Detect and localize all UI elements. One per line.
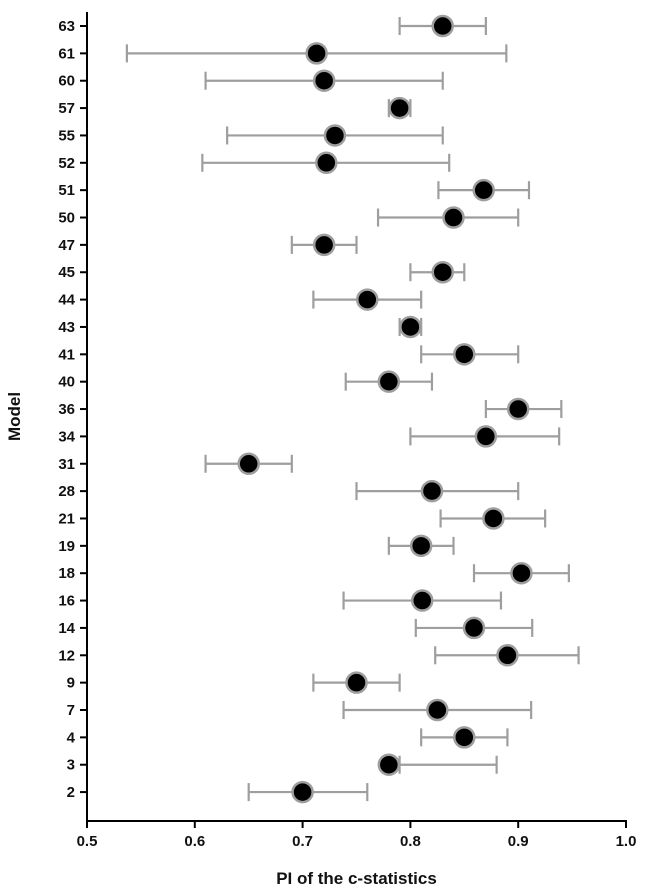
point-model-3 bbox=[377, 753, 401, 776]
point-model-18 bbox=[510, 561, 533, 585]
y-tick-label: 50 bbox=[58, 210, 75, 227]
y-tick-label: 40 bbox=[58, 374, 75, 391]
y-tick-label: 44 bbox=[58, 292, 75, 309]
y-tick-label: 18 bbox=[58, 565, 75, 582]
x-tick-label: 1.0 bbox=[616, 833, 637, 850]
y-tick-label: 61 bbox=[58, 45, 75, 62]
point-model-44 bbox=[356, 288, 379, 311]
point-model-34 bbox=[474, 425, 498, 448]
x-tick-label: 0.5 bbox=[77, 833, 98, 850]
y-tick-label: 34 bbox=[58, 428, 75, 445]
y-tick-label: 36 bbox=[58, 401, 75, 418]
x-tick-label: 0.6 bbox=[184, 833, 205, 850]
y-tick-label: 51 bbox=[58, 182, 75, 199]
x-tick-label: 0.7 bbox=[292, 833, 313, 850]
point-model-40 bbox=[377, 370, 401, 393]
y-tick-label: 12 bbox=[58, 647, 75, 664]
point-model-45 bbox=[431, 260, 454, 284]
point-model-4 bbox=[453, 726, 476, 749]
point-model-61 bbox=[305, 42, 328, 65]
y-tick-label: 21 bbox=[58, 510, 75, 527]
y-tick-label: 19 bbox=[58, 538, 75, 555]
point-model-19 bbox=[409, 534, 433, 558]
y-tick-label: 41 bbox=[58, 346, 75, 363]
point-model-55 bbox=[323, 124, 347, 147]
x-axis-ticks: 0.5 0.6 0.7 0.8 0.9 1.0 bbox=[77, 821, 637, 850]
y-tick-label: 55 bbox=[58, 127, 75, 144]
point-model-14 bbox=[462, 616, 486, 640]
y-tick-label: 4 bbox=[67, 729, 76, 746]
point-model-47 bbox=[312, 233, 336, 257]
y-tick-label: 45 bbox=[58, 264, 75, 281]
y-tick-label: 16 bbox=[58, 593, 75, 610]
y-tick-label: 63 bbox=[58, 18, 75, 35]
point-model-43 bbox=[399, 315, 422, 339]
point-model-52 bbox=[315, 151, 338, 175]
y-axis-title: Model bbox=[5, 392, 24, 441]
y-tick-label: 28 bbox=[58, 483, 75, 500]
point-model-41 bbox=[453, 343, 476, 366]
y-tick-label: 9 bbox=[67, 675, 75, 692]
x-tick-label: 0.8 bbox=[400, 833, 421, 850]
point-model-7 bbox=[426, 698, 449, 722]
point-model-2 bbox=[291, 780, 314, 804]
point-model-12 bbox=[496, 644, 519, 667]
y-tick-label: 3 bbox=[67, 757, 75, 774]
y-tick-label: 2 bbox=[67, 784, 75, 801]
point-model-16 bbox=[411, 589, 434, 612]
point-model-36 bbox=[506, 397, 530, 421]
y-tick-label: 60 bbox=[58, 73, 75, 90]
y-tick-label: 31 bbox=[58, 456, 75, 473]
point-model-63 bbox=[431, 14, 454, 38]
y-tick-label: 14 bbox=[58, 620, 75, 637]
point-model-28 bbox=[420, 479, 444, 503]
point-model-31 bbox=[237, 452, 260, 476]
point-model-51 bbox=[472, 178, 495, 202]
y-tick-label: 7 bbox=[67, 702, 75, 719]
y-tick-label: 57 bbox=[58, 100, 75, 117]
x-tick-label: 0.9 bbox=[508, 833, 529, 850]
point-model-57 bbox=[388, 96, 411, 120]
point-model-21 bbox=[482, 507, 505, 530]
y-tick-label: 52 bbox=[58, 155, 75, 172]
errorbar-model-3 bbox=[398, 755, 498, 774]
y-tick-label: 47 bbox=[58, 237, 75, 254]
point-model-50 bbox=[442, 206, 465, 229]
y-tick-label: 43 bbox=[58, 319, 75, 336]
y-axis-ticks: 6361605755525150474544434140363431282119… bbox=[58, 18, 87, 801]
point-model-60 bbox=[312, 69, 336, 92]
point-layer bbox=[237, 14, 533, 804]
point-model-9 bbox=[345, 671, 368, 694]
x-axis-title: PI of the c-statistics bbox=[276, 869, 437, 888]
